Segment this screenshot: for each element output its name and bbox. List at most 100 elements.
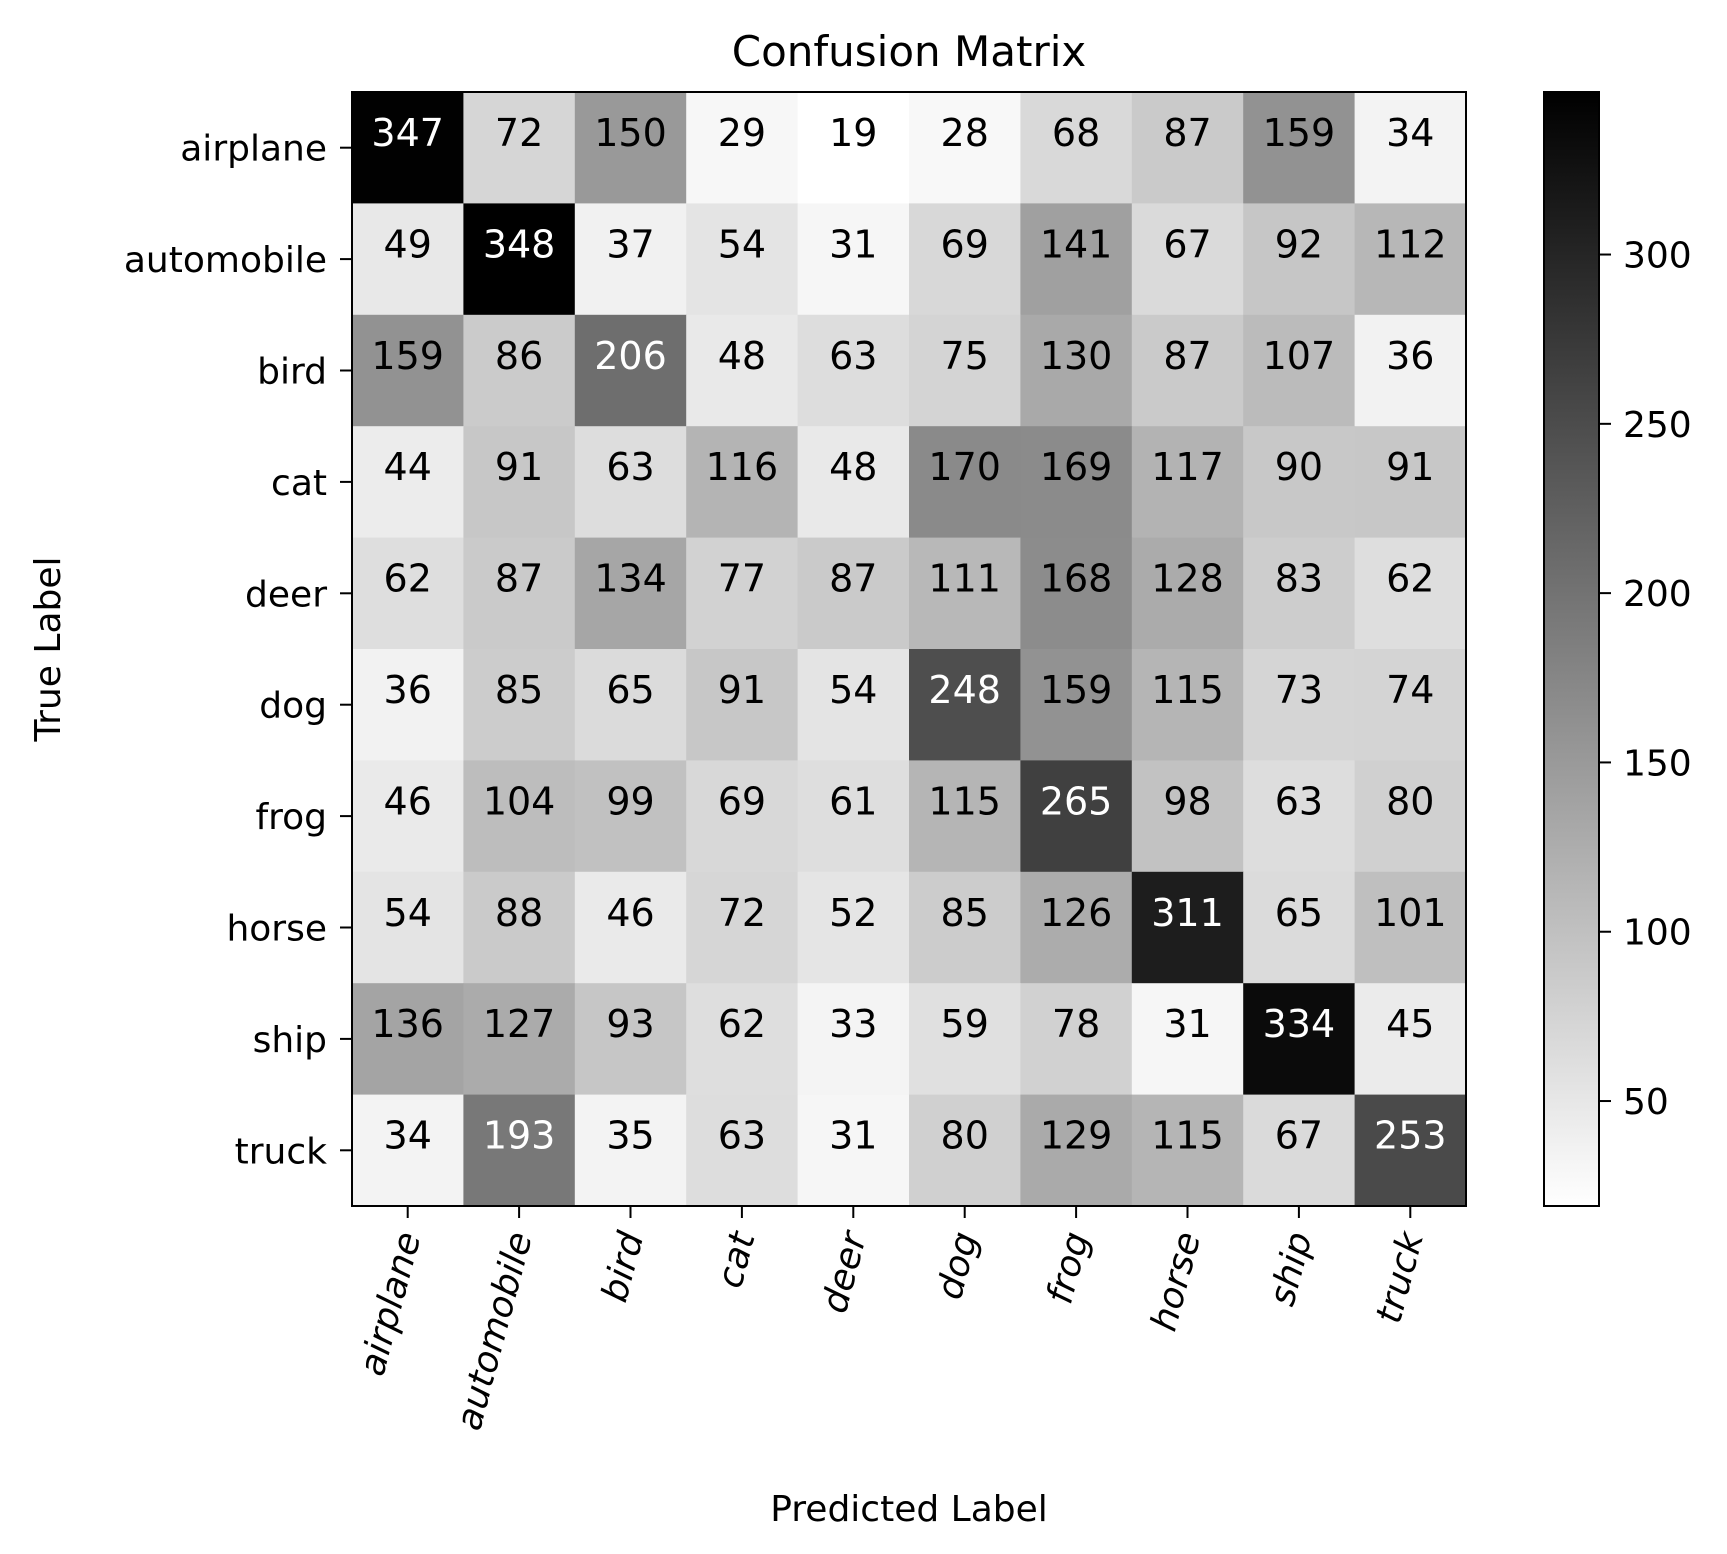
heatmap-cell — [1243, 649, 1356, 761]
cell-value-label: 77 — [718, 557, 766, 601]
heatmap-cell — [1020, 983, 1133, 1096]
cell-value-label: 91 — [1386, 445, 1434, 489]
cell-value-label: 104 — [483, 779, 556, 823]
cell-value-label: 45 — [1386, 1002, 1434, 1046]
cell-value-label: 115 — [1151, 1114, 1224, 1158]
heatmap-cell — [797, 203, 910, 316]
cell-value-label: 78 — [1052, 1002, 1100, 1046]
cell-value-label: 46 — [606, 891, 654, 935]
colorbar-ticks: 50 100 150 200 250 300 — [1599, 236, 1692, 1123]
cell-value-label: 87 — [495, 557, 543, 601]
cell-value-label: 31 — [829, 222, 877, 266]
y-tick-label: deer — [245, 574, 327, 615]
heatmap-cell — [686, 983, 799, 1096]
cell-value-label: 63 — [606, 445, 654, 489]
heatmap-cell — [686, 92, 799, 204]
heatmap-cell — [352, 871, 464, 984]
heatmap-cell — [909, 649, 1021, 761]
heatmap-cell — [1020, 426, 1133, 539]
cell-value-label: 159 — [1263, 111, 1336, 155]
y-tick-label: airplane — [180, 129, 327, 170]
heatmap-cell — [574, 983, 687, 1096]
cell-value-label: 87 — [1163, 111, 1211, 155]
heatmap-cell — [574, 314, 687, 427]
heatmap-cell — [1131, 1094, 1244, 1207]
cell-value-label: 52 — [829, 891, 877, 935]
heatmap-cell — [1354, 1094, 1467, 1207]
cell-value-label: 347 — [371, 111, 444, 155]
heatmap-cell — [797, 760, 910, 873]
cell-value-label: 49 — [384, 222, 432, 266]
cell-value-label: 34 — [1386, 111, 1434, 155]
cell-value-label: 63 — [829, 334, 877, 378]
cell-value-label: 116 — [706, 445, 779, 489]
y-tick-label: bird — [257, 352, 327, 393]
cell-value-label: 46 — [384, 779, 432, 823]
heatmap-cell — [574, 203, 687, 316]
cell-value-label: 80 — [941, 1114, 989, 1158]
cell-value-label: 91 — [718, 668, 766, 712]
cell-value-label: 311 — [1151, 891, 1224, 935]
heatmap-cell — [797, 426, 910, 539]
y-axis-label: True Label — [28, 556, 69, 742]
heatmap-cell — [352, 649, 464, 761]
cell-value-label: 63 — [718, 1114, 766, 1158]
heatmap-cell — [463, 426, 576, 539]
heatmap-cell — [1131, 760, 1244, 873]
heatmap-cell — [686, 314, 799, 427]
colorbar-tick-label: 150 — [1623, 743, 1692, 784]
cell-value-label: 92 — [1275, 222, 1323, 266]
cell-value-label: 19 — [829, 111, 877, 155]
heatmap-cell — [352, 203, 464, 316]
heatmap-cell — [574, 649, 687, 761]
heatmap-cell — [1354, 649, 1467, 761]
cell-value-label: 73 — [1275, 668, 1323, 712]
cell-value-label: 65 — [606, 668, 654, 712]
plot-frame — [351, 91, 1467, 1207]
heatmap-cell — [1243, 203, 1356, 316]
heatmap-cell — [352, 760, 464, 873]
heatmap-cell-labels: 347 72 150 29 19 28 68 87 159 34 49 348 37 54 31 69 141 6… — [371, 111, 1446, 1158]
heatmap-cell — [1131, 92, 1244, 204]
y-tick-label: ship — [253, 1020, 327, 1061]
cell-value-label: 141 — [1040, 222, 1113, 266]
cell-value-label: 348 — [483, 222, 556, 266]
heatmap-cell — [797, 1094, 910, 1207]
heatmap-cell — [1354, 426, 1467, 539]
y-tick-label: frog — [255, 797, 327, 838]
cell-value-label: 44 — [384, 445, 432, 489]
heatmap-cell — [797, 92, 910, 204]
heatmap-cell — [1020, 537, 1133, 650]
cell-value-label: 112 — [1374, 222, 1447, 266]
heatmap-cell — [909, 871, 1021, 984]
cell-value-label: 107 — [1263, 334, 1336, 378]
cell-value-label: 80 — [1386, 779, 1434, 823]
heatmap-cell — [1020, 203, 1133, 316]
cell-value-label: 87 — [829, 557, 877, 601]
cell-value-label: 206 — [594, 334, 667, 378]
heatmap-cell — [1243, 760, 1356, 873]
chart-title: Confusion Matrix — [732, 27, 1087, 76]
cell-value-label: 98 — [1163, 779, 1211, 823]
cell-value-label: 115 — [928, 779, 1001, 823]
heatmap-cell — [909, 983, 1021, 1096]
heatmap-cell — [463, 203, 576, 316]
heatmap-cell — [574, 760, 687, 873]
heatmap-cell — [574, 871, 687, 984]
heatmap-cell — [909, 537, 1021, 650]
heatmap-cell — [1020, 871, 1133, 984]
cell-value-label: 29 — [718, 111, 766, 155]
heatmap-cell — [797, 314, 910, 427]
cell-value-label: 111 — [928, 557, 1001, 601]
heatmap-cell — [574, 1094, 687, 1207]
cell-value-label: 88 — [495, 891, 543, 935]
heatmap-cell — [909, 314, 1021, 427]
cell-value-label: 117 — [1151, 445, 1224, 489]
heatmap-cell — [686, 1094, 799, 1207]
heatmap-cell — [463, 92, 576, 204]
cell-value-label: 54 — [384, 891, 432, 935]
heatmap-cell — [1131, 649, 1244, 761]
cell-value-label: 91 — [495, 445, 543, 489]
heatmap-cell — [1243, 92, 1356, 204]
cell-value-label: 150 — [594, 111, 667, 155]
